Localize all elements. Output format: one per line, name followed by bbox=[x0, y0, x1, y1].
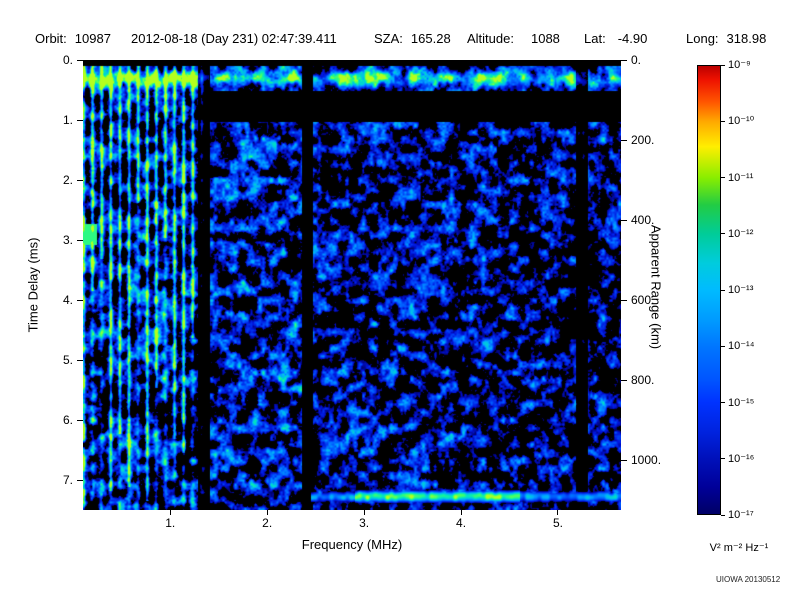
range-tick-mark bbox=[621, 379, 627, 381]
spectrogram-canvas bbox=[83, 60, 621, 510]
colorbar-tick-mark bbox=[721, 289, 725, 291]
range-tick-label: 400. bbox=[631, 213, 655, 227]
colorbar-tick-mark bbox=[721, 514, 725, 516]
y-tick-mark bbox=[77, 359, 83, 361]
x-tick-label: 5. bbox=[552, 516, 563, 530]
y-tick-label: 4. bbox=[62, 293, 73, 307]
colorbar-tick-mark bbox=[721, 402, 725, 403]
colorbar-tick-mark bbox=[721, 64, 725, 66]
right-axis-title: Apparent Range (km) bbox=[648, 224, 664, 350]
x-tick-mark bbox=[557, 510, 559, 515]
range-tick-mark bbox=[621, 59, 627, 61]
range-tick-label: 0. bbox=[631, 53, 642, 67]
x-tick-mark bbox=[460, 510, 462, 515]
header-long: Long: 318.98 bbox=[686, 31, 766, 46]
x-tick-label: 4. bbox=[456, 516, 467, 530]
watermark: UIOWA 20130512 bbox=[716, 575, 781, 584]
y-tick-mark bbox=[77, 119, 83, 121]
range-tick-mark bbox=[621, 219, 627, 221]
sza-value: 165.28 bbox=[410, 31, 451, 46]
header: Orbit: 10987 2012-08-18 (Day 231) 02:47:3… bbox=[0, 31, 800, 47]
sza-label: SZA: bbox=[374, 31, 403, 46]
orbit-label: Orbit: bbox=[35, 31, 67, 46]
colorbar-tick-mark bbox=[721, 458, 725, 460]
y-tick-mark bbox=[77, 479, 83, 481]
y-tick-label: 3. bbox=[62, 233, 73, 247]
range-tick-mark bbox=[621, 459, 627, 461]
colorbar-tick-label: 10⁻¹⁷ bbox=[728, 509, 754, 521]
x-axis-title: Frequency (MHz) bbox=[301, 537, 403, 552]
y-tick-label: 0. bbox=[62, 53, 73, 67]
header-lat: Lat: -4.90 bbox=[584, 31, 647, 46]
colorbar-tick-label: 10⁻¹³ bbox=[728, 284, 754, 296]
colorbar-units-label: V² m⁻² Hz⁻¹ bbox=[709, 542, 769, 554]
colorbar-tick-label: 10⁻¹⁶ bbox=[728, 452, 755, 465]
colorbar-tick-label: 10⁻¹⁵ bbox=[728, 396, 755, 409]
range-tick-mark bbox=[621, 299, 627, 301]
colorbar bbox=[697, 65, 721, 515]
colorbar-tick-label: 10⁻¹² bbox=[728, 227, 754, 240]
range-tick-mark bbox=[621, 139, 627, 141]
header-sza: SZA: 165.28 bbox=[374, 31, 451, 46]
long-label: Long: bbox=[686, 31, 719, 46]
colorbar-tick-mark bbox=[721, 345, 725, 347]
y-tick-label: 7. bbox=[62, 473, 73, 487]
colorbar-tick-mark bbox=[721, 177, 725, 178]
header-altitude: Altitude: 1088 bbox=[467, 31, 560, 46]
x-tick-mark bbox=[363, 510, 365, 515]
altitude-value: 1088 bbox=[530, 31, 560, 46]
y-tick-mark bbox=[77, 419, 83, 421]
y-tick-label: 1. bbox=[62, 113, 73, 127]
left-axis-title: Time Delay (ms) bbox=[25, 237, 41, 333]
header-orbit: Orbit: 10987 bbox=[35, 31, 111, 46]
range-tick-label: 1000. bbox=[631, 453, 662, 467]
colorbar-tick-label: 10⁻¹⁰ bbox=[728, 115, 755, 128]
y-tick-label: 2. bbox=[62, 173, 73, 187]
range-tick-label: 800. bbox=[631, 373, 655, 387]
range-tick-label: 600. bbox=[631, 293, 655, 307]
colorbar-tick-mark bbox=[721, 120, 725, 122]
colorbar-tick-label: 10⁻⁹ bbox=[728, 59, 751, 71]
colorbar-tick-mark bbox=[721, 233, 725, 235]
x-tick-label: 3. bbox=[359, 516, 370, 530]
y-tick-mark bbox=[77, 179, 83, 181]
y-tick-label: 6. bbox=[62, 413, 73, 427]
colorbar-tick-label: 10⁻¹¹ bbox=[728, 171, 754, 184]
long-value: 318.98 bbox=[726, 31, 767, 46]
y-tick-label: 5. bbox=[62, 353, 73, 367]
x-tick-mark bbox=[266, 510, 268, 515]
x-tick-label: 2. bbox=[262, 516, 273, 530]
lat-value: -4.90 bbox=[617, 31, 648, 46]
lat-label: Lat: bbox=[584, 31, 606, 46]
altitude-label: Altitude: bbox=[467, 31, 514, 46]
y-tick-mark bbox=[77, 299, 83, 301]
colorbar-tick-label: 10⁻¹⁴ bbox=[728, 340, 755, 353]
y-tick-mark bbox=[77, 59, 83, 61]
header-datetime: 2012-08-18 (Day 231) 02:47:39.411 bbox=[131, 31, 337, 46]
range-tick-label: 200. bbox=[631, 133, 655, 147]
x-tick-mark bbox=[169, 510, 171, 515]
y-tick-mark bbox=[77, 239, 83, 241]
x-tick-label: 1. bbox=[165, 516, 176, 530]
plot-area bbox=[83, 60, 621, 510]
orbit-value: 10987 bbox=[74, 31, 111, 46]
